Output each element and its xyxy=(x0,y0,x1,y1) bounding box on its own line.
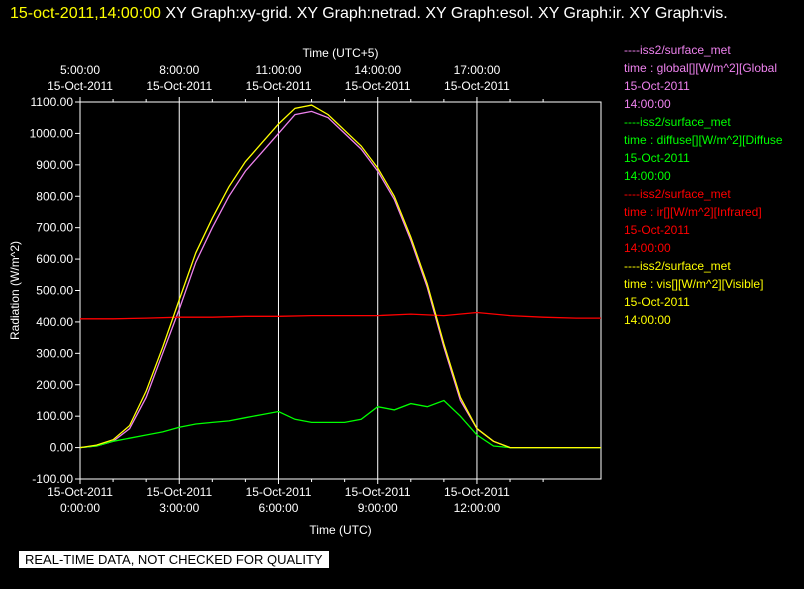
y-tick-label: 300.00 xyxy=(36,346,73,360)
y-tick-label: 200.00 xyxy=(36,378,73,392)
x-tick-label-bottom-time: 12:00:00 xyxy=(454,501,501,515)
legend-desc: time : global[][W/m^2][Global xyxy=(624,61,778,75)
x-tick-label-top-time: 5:00:00 xyxy=(60,63,100,77)
x-tick-label-bottom-date: 15-Oct-2011 xyxy=(146,485,212,499)
x-tick-label-top-date: 15-Oct-2011 xyxy=(146,79,212,93)
title-graphs: XY Graph:xy-grid. XY Graph:netrad. XY Gr… xyxy=(165,5,728,22)
legend-time: 14:00:00 xyxy=(624,241,671,255)
x-tick-label-top-time: 8:00:00 xyxy=(159,63,199,77)
y-tick-label: 500.00 xyxy=(36,284,73,298)
legend-desc: time : diffuse[][W/m^2][Diffuse xyxy=(624,133,783,147)
chart-title: 15-oct-2011,14:00:00 XY Graph:xy-grid. X… xyxy=(10,3,800,24)
x-tick-label-bottom-time: 0:00:00 xyxy=(60,501,100,515)
legend-date: 15-Oct-2011 xyxy=(624,223,690,237)
legend-source: ----iss2/surface_met xyxy=(624,259,731,273)
series-line-vis xyxy=(79,104,601,449)
x-tick-label-top-time: 17:00:00 xyxy=(454,63,501,77)
y-tick-label: 100.00 xyxy=(36,409,73,423)
y-tick-label: 1000.00 xyxy=(30,126,74,140)
x-tick-label-bottom-date: 15-Oct-2011 xyxy=(444,485,510,499)
legend-source: ----iss2/surface_met xyxy=(624,115,731,129)
y-tick-label: 900.00 xyxy=(36,158,73,172)
y-tick-label: 400.00 xyxy=(36,315,73,329)
y-axis-label: Radiation (W/m^2) xyxy=(8,241,22,340)
quality-note: REAL-TIME DATA, NOT CHECKED FOR QUALITY xyxy=(19,551,329,568)
x-tick-label-bottom-time: 3:00:00 xyxy=(159,501,199,515)
legend-time: 14:00:00 xyxy=(624,313,671,327)
x-tick-label-bottom-date: 15-Oct-2011 xyxy=(47,485,113,499)
series-line-global xyxy=(79,110,601,449)
x-tick-label-top-date: 15-Oct-2011 xyxy=(345,79,411,93)
x-axis-label-top: Time (UTC+5) xyxy=(303,46,379,60)
x-tick-label-top-date: 15-Oct-2011 xyxy=(444,79,510,93)
legend-desc: time : ir[][W/m^2][Infrared] xyxy=(624,205,762,219)
y-tick-label: 700.00 xyxy=(36,221,73,235)
y-tick-label: 800.00 xyxy=(36,189,73,203)
series-line-ir xyxy=(80,311,601,320)
legend-date: 15-Oct-2011 xyxy=(624,151,690,165)
y-tick-label: 600.00 xyxy=(36,252,73,266)
legend-date: 15-Oct-2011 xyxy=(624,295,690,309)
y-tick-label: 1100.00 xyxy=(31,95,74,109)
legend-source: ----iss2/surface_met xyxy=(624,43,731,57)
legend-time: 14:00:00 xyxy=(624,169,671,183)
title-timestamp: 15-oct-2011,14:00:00 xyxy=(10,5,161,22)
x-tick-label-top-time: 11:00:00 xyxy=(256,63,302,77)
y-tick-label: 0.00 xyxy=(50,441,74,455)
legend-desc: time : vis[][W/m^2][Visible] xyxy=(624,277,764,291)
x-tick-label-bottom-time: 6:00:00 xyxy=(258,501,298,515)
legend-date: 15-Oct-2011 xyxy=(624,79,690,93)
x-tick-label-bottom-time: 9:00:00 xyxy=(358,501,398,515)
x-tick-label-top-date: 15-Oct-2011 xyxy=(47,79,113,93)
x-tick-label-bottom-date: 15-Oct-2011 xyxy=(345,485,411,499)
radiation-chart: -100.00 0.00 100.00 200.00 300.00 400.00 500.0… xyxy=(8,46,602,537)
legend-source: ----iss2/surface_met xyxy=(624,187,731,201)
y-tick-label: -100.00 xyxy=(32,472,73,486)
x-tick-label-top-date: 15-Oct-2011 xyxy=(246,79,312,93)
x-tick-label-bottom-date: 15-Oct-2011 xyxy=(246,485,312,499)
legend-time: 14:00:00 xyxy=(624,97,671,111)
x-tick-label-top-time: 14:00:00 xyxy=(354,63,401,77)
series-line-diffuse xyxy=(79,399,601,449)
x-axis-label-bottom: Time (UTC) xyxy=(309,523,371,537)
